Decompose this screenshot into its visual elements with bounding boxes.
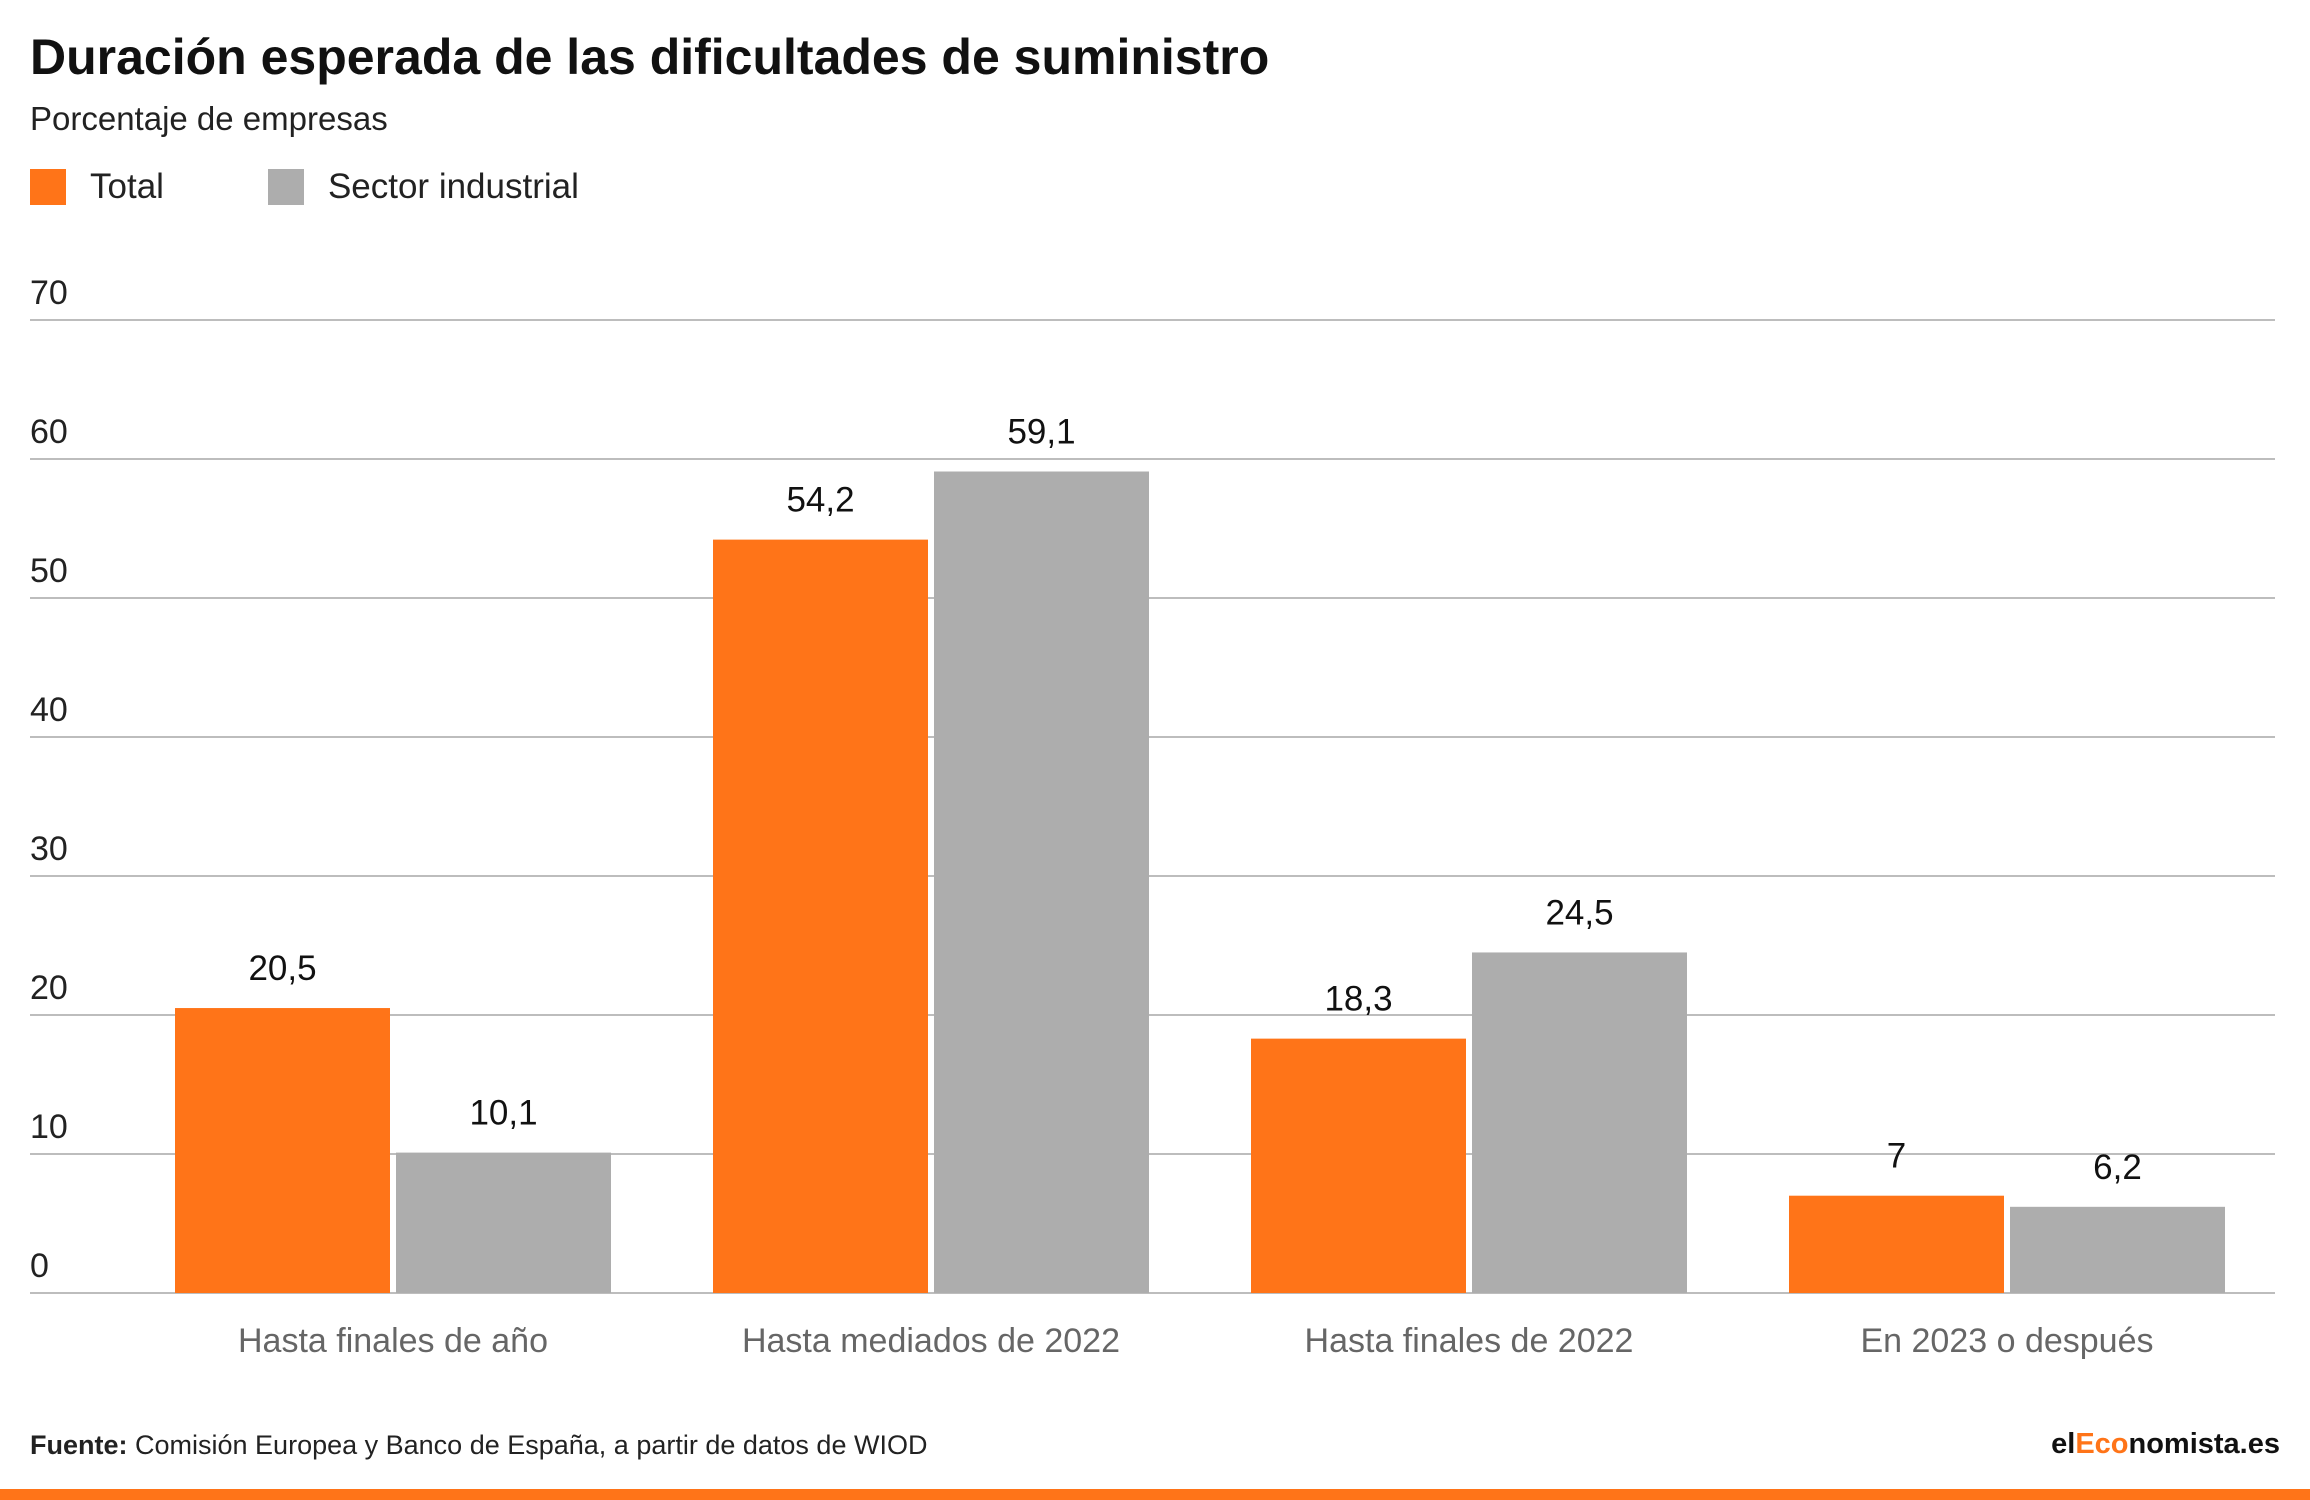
source-note: Fuente: Comisión Europea y Banco de Espa… [30,1430,927,1461]
legend-swatch-total [30,169,66,205]
brand-pre: el [2051,1428,2076,1460]
bar-total [1251,1038,1466,1293]
bar-industrial [1472,952,1687,1293]
bar-total [175,1008,390,1293]
data-label: 18,3 [1324,980,1392,1019]
bottom-accent-bar [0,1489,2310,1500]
bar-industrial [934,471,1149,1293]
brand-mid: Eco [2075,1428,2129,1460]
data-label: 20,5 [248,949,316,988]
legend: Total Sector industrial [30,162,683,212]
source-prefix: Fuente: [30,1430,128,1460]
data-label: 10,1 [469,1094,537,1133]
x-category-label: Hasta finales de año [238,1322,548,1360]
legend-label-total: Total [90,167,164,206]
y-tick-label: 0 [30,1247,49,1285]
legend-label-industrial: Sector industrial [327,167,579,206]
bar-total [1789,1195,2004,1293]
y-tick-label: 50 [30,552,68,590]
legend-swatch-industrial [267,169,304,205]
data-label: 54,2 [786,481,854,520]
brand-logo: elEconomista.es [2051,1428,2280,1461]
x-category-label: Hasta mediados de 2022 [742,1322,1120,1360]
legend-item-total: Total [30,167,164,207]
data-label: 59,1 [1007,413,1075,452]
bar-industrial [396,1152,611,1293]
y-tick-label: 30 [30,830,68,868]
x-category-label: En 2023 o después [1860,1322,2153,1360]
x-category-label: Hasta finales de 2022 [1305,1322,1634,1360]
legend-item-industrial: Sector industrial [267,167,579,207]
y-tick-label: 10 [30,1108,68,1146]
chart-subtitle: Porcentaje de empresas [30,100,388,137]
y-tick-label: 60 [30,413,68,451]
source-text: Comisión Europea y Banco de España, a pa… [135,1430,928,1460]
bar-chart: 0 10 20 30 40 50 60 70 20,5 10,1 Hasta finales de … [30,274,2275,1360]
data-label: 7 [1887,1137,1906,1176]
chart-title: Duración esperada de las dificultades de… [30,29,1270,85]
data-label: 6,2 [2093,1148,2142,1187]
y-tick-label: 70 [30,274,68,312]
bar-total [713,539,928,1293]
y-tick-label: 40 [30,691,68,729]
y-tick-label: 20 [30,969,68,1007]
brand-post: nomista.es [2128,1428,2281,1460]
bar-industrial [2010,1206,2225,1293]
data-label: 24,5 [1545,893,1613,932]
